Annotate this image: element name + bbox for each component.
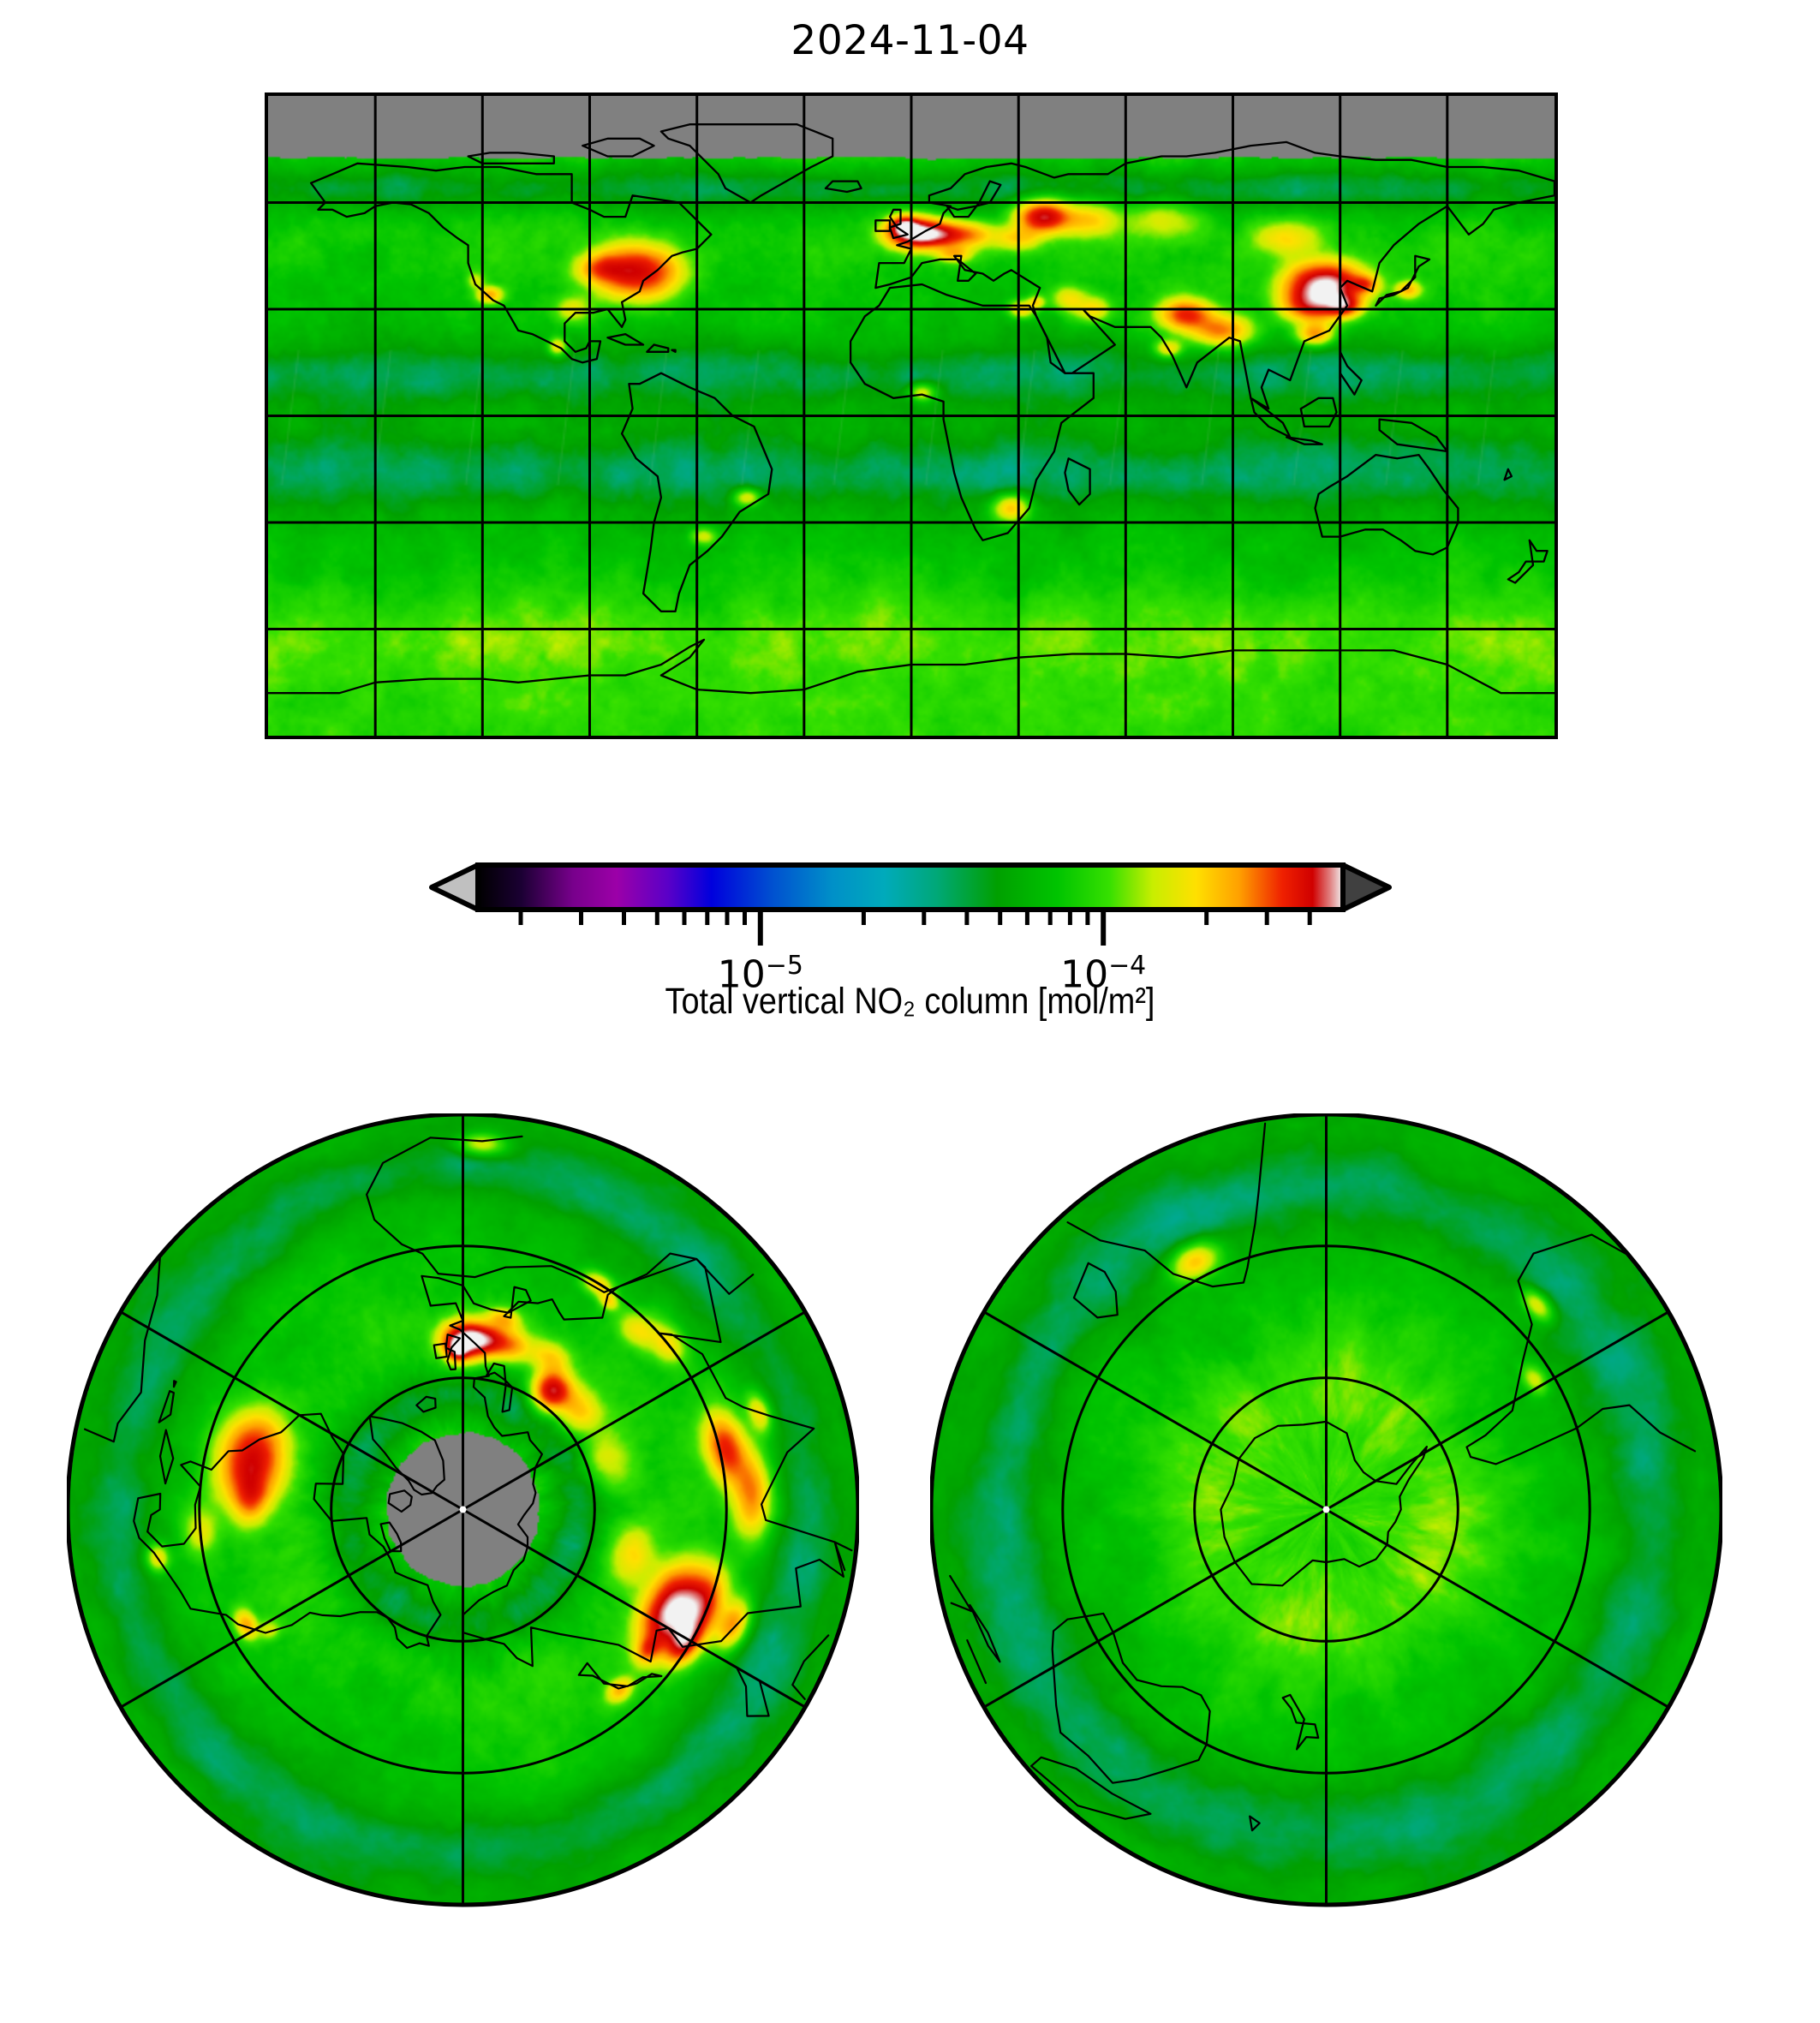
north-polar-gridlines <box>67 1113 859 1907</box>
south-polar-graticule <box>930 1113 1722 1907</box>
colorbar-tick-label-1: 10−5 <box>717 951 803 997</box>
page-title: 2024-11-04 <box>791 17 1029 64</box>
colorbar-axis-label: Total vertical NO₂ column [mol/m²] <box>665 981 1155 1022</box>
global-map-raster <box>268 96 1554 736</box>
colorbar-extend-low <box>429 862 480 912</box>
north-polar-map[interactable] <box>67 1113 859 1923</box>
colorbar-graphic[interactable] <box>0 856 1820 1002</box>
south-polar-gridlines <box>930 1113 1722 1907</box>
global-no2-map[interactable] <box>265 92 1558 739</box>
north-polar-graticule <box>67 1113 859 1907</box>
colorbar-gradient <box>475 862 1346 912</box>
colorbar-ticks <box>518 910 1312 946</box>
south-polar-coastlines <box>949 1122 1697 1832</box>
colorbar-extend-high <box>1340 862 1392 912</box>
colorbar[interactable]: 10−5 10−4 <box>0 856 1820 1079</box>
colorbar-tick-label-2: 10−4 <box>1060 951 1147 997</box>
south-polar-map[interactable] <box>930 1113 1722 1923</box>
north-polar-coastlines <box>84 1135 853 1717</box>
